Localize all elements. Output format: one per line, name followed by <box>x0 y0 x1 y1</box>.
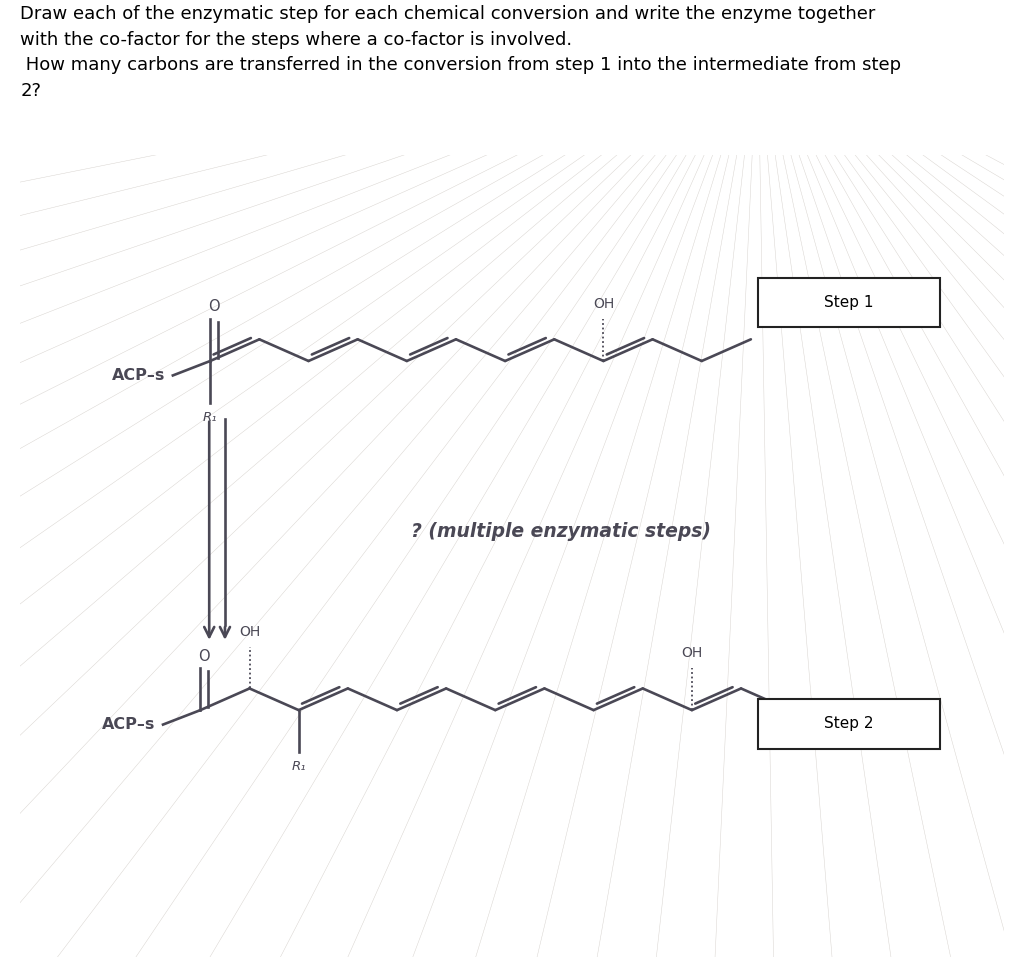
Bar <box>758 278 940 327</box>
Text: ? (multiple enzymatic steps): ? (multiple enzymatic steps) <box>412 522 711 542</box>
Text: OH: OH <box>239 625 260 638</box>
Text: OH: OH <box>593 297 614 311</box>
Text: ACP–s: ACP–s <box>101 718 156 732</box>
Text: Step 1: Step 1 <box>824 295 873 309</box>
Text: ACP–s: ACP–s <box>112 367 165 383</box>
Text: O: O <box>208 300 220 314</box>
Bar <box>758 699 940 748</box>
Text: OH: OH <box>681 646 702 660</box>
Text: O: O <box>199 649 210 663</box>
Text: Step 2: Step 2 <box>824 717 873 731</box>
Text: R₁: R₁ <box>292 760 306 773</box>
Text: Draw each of the enzymatic step for each chemical conversion and write the enzym: Draw each of the enzymatic step for each… <box>20 5 901 100</box>
Text: R₁: R₁ <box>203 411 217 424</box>
